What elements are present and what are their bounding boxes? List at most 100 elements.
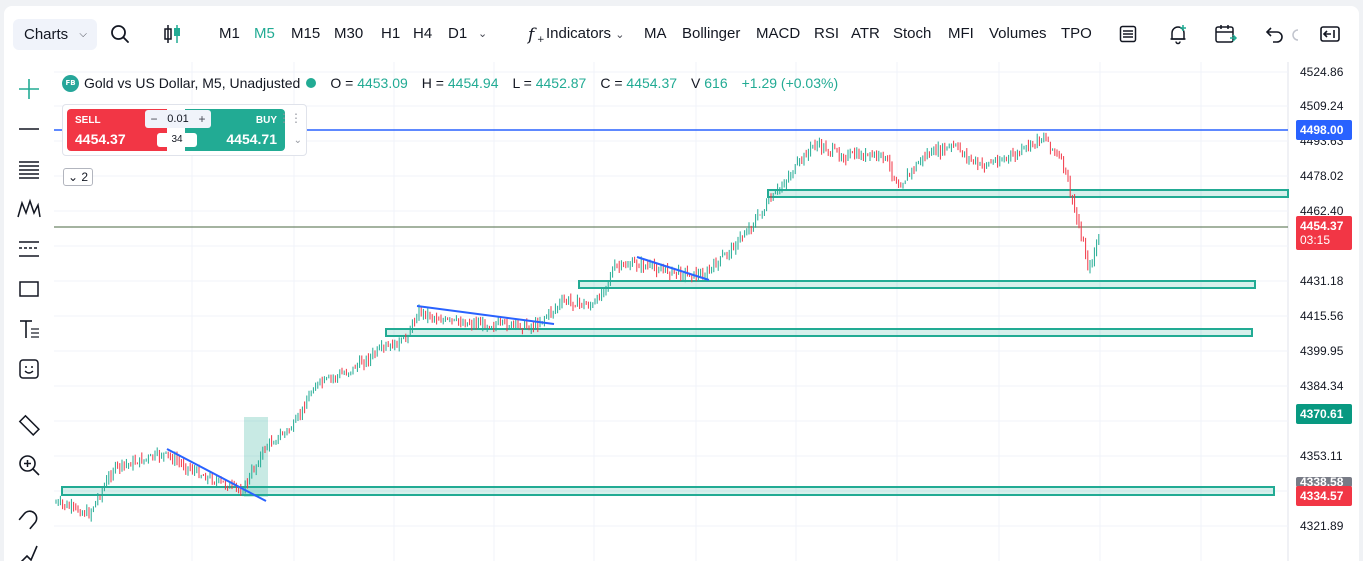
top-toolbar: Charts ⌵ M1 M5 M15 M30 H1 H4 D1 ⌄ f + Ind… (4, 6, 1359, 62)
text-icon[interactable] (14, 314, 44, 344)
volume-label: V (691, 75, 701, 91)
quantity-value[interactable]: 0.01 (167, 113, 189, 125)
timeframe-d1[interactable]: D1 (448, 25, 468, 42)
chevron-down-icon: ⌵ (79, 29, 87, 40)
magnet-icon[interactable] (14, 504, 44, 534)
collapse-indicators-button[interactable]: ⌄ 2 (63, 168, 93, 186)
emoji-icon[interactable] (14, 354, 44, 384)
price-tick: 4415.56 (1300, 309, 1344, 323)
timeframe-h1[interactable]: H1 (381, 25, 401, 42)
indicator-macd[interactable]: MACD (756, 25, 801, 42)
open-label: O = (330, 75, 354, 91)
price-tick: 4478.02 (1300, 169, 1344, 183)
broker-logo: FB (62, 74, 79, 92)
price-tick: 4509.24 (1300, 99, 1344, 113)
sell-price: 4454.37 (75, 131, 126, 147)
support-zone (767, 189, 1289, 198)
sell-label: SELL (75, 115, 101, 126)
last-price: 4454.37 (1300, 219, 1344, 233)
horizontal-line-icon[interactable] (14, 114, 44, 144)
price-tick: 4399.95 (1300, 344, 1344, 358)
bar-countdown: 03:15 (1300, 233, 1331, 247)
price-tick: 4524.86 (1300, 65, 1344, 79)
indicator-tpo[interactable]: TPO (1061, 25, 1092, 42)
crosshair-icon[interactable] (14, 74, 44, 104)
trend-line (416, 305, 555, 325)
price-tick: 4321.89 (1300, 519, 1344, 533)
buy-label: BUY (255, 115, 277, 126)
fullscreen-exit-icon[interactable] (1316, 20, 1344, 48)
ruler-icon[interactable] (14, 410, 44, 440)
zoom-icon[interactable] (14, 450, 44, 480)
indicator-stoch[interactable]: Stoch (893, 25, 932, 42)
indicator-count: 2 (81, 170, 89, 184)
channel-icon[interactable] (14, 234, 44, 264)
alert-add-icon[interactable] (1164, 20, 1192, 48)
chevron-down-icon[interactable]: ⌄ (293, 135, 302, 146)
indicator-ma[interactable]: MA (644, 25, 667, 42)
patterns-icon[interactable] (14, 194, 44, 224)
support-zone (578, 280, 1256, 289)
minus-icon[interactable]: − (150, 112, 158, 126)
indicator-atr[interactable]: ATR (851, 25, 880, 42)
price-tick: 4353.11 (1300, 449, 1343, 463)
indicators-button[interactable]: Indicators ⌄ (546, 20, 624, 48)
trade-panel: SELL 4454.37 BUY 4454.71 − 0.01 + 34 ⋮⋮ … (62, 104, 307, 156)
buy-price: 4454.71 (226, 131, 277, 147)
search-icon[interactable] (106, 20, 134, 48)
quantity-stepper[interactable]: − 0.01 + (145, 110, 211, 128)
trend-line (166, 448, 267, 502)
price-tag-resistance: 4498.00 (1296, 120, 1352, 140)
indicator-bollinger[interactable]: Bollinger (682, 25, 741, 42)
close-value: 4454.37 (626, 75, 678, 91)
symbol-title[interactable]: Gold vs US Dollar, M5, Unadjusted (84, 75, 301, 91)
object-tree-icon[interactable] (1114, 20, 1142, 48)
price-tag-level: 4370.61 (1296, 404, 1352, 424)
charts-menu-button[interactable]: Charts ⌵ (13, 19, 97, 50)
chevron-down-icon: ⌄ (615, 29, 625, 41)
undo-icon[interactable] (1261, 20, 1289, 48)
price-tick: 4462.40 (1300, 204, 1344, 218)
timeframe-h4[interactable]: H4 (413, 25, 433, 42)
price-chart[interactable] (4, 6, 1359, 561)
market-open-status-dot (306, 78, 317, 88)
brush-icon[interactable] (14, 539, 44, 561)
change-value: +1.29 (+0.03%) (741, 75, 839, 91)
svg-text:+: + (537, 35, 545, 44)
drag-handle-icon[interactable]: ⋮⋮ (278, 111, 302, 125)
timeframe-m1[interactable]: M1 (219, 25, 240, 42)
trading-app: Charts ⌵ M1 M5 M15 M30 H1 H4 D1 ⌄ f + Ind… (4, 6, 1359, 561)
price-tag-bid: 4334.57 (1296, 486, 1352, 506)
candlestick-chart-type-icon[interactable] (158, 20, 186, 48)
indicator-volumes[interactable]: Volumes (989, 25, 1047, 42)
support-zone (385, 328, 1253, 337)
price-tag-hidden: 4338.58 (1296, 477, 1352, 487)
volume-value: 616 (704, 75, 728, 91)
rectangle-icon[interactable] (14, 274, 44, 304)
timeframe-m15[interactable]: M15 (291, 25, 321, 42)
fib-levels-icon[interactable] (14, 154, 44, 184)
support-zone (61, 486, 1275, 496)
indicators-label: Indicators (546, 25, 612, 42)
close-label: C = (600, 75, 623, 91)
svg-text:f: f (526, 25, 537, 44)
charts-label: Charts (24, 26, 69, 43)
chart-legend: FB Gold vs US Dollar, M5, Unadjusted O =… (62, 74, 838, 92)
high-label: H = (421, 75, 444, 91)
plus-icon[interactable]: + (198, 112, 206, 126)
low-label: L = (512, 75, 532, 91)
price-tick: 4431.18 (1300, 274, 1344, 288)
high-value: 4454.94 (447, 75, 499, 91)
spread-value: 34 (157, 133, 197, 147)
timeframe-more-chevron-icon[interactable]: ⌄ (478, 28, 488, 40)
function-icon[interactable]: f + (522, 20, 550, 48)
calendar-replay-icon[interactable] (1212, 20, 1240, 48)
timeframe-m30[interactable]: M30 (334, 25, 364, 42)
redo-icon[interactable] (1288, 20, 1302, 48)
indicator-mfi[interactable]: MFI (948, 25, 974, 42)
indicator-rsi[interactable]: RSI (814, 25, 840, 42)
low-value: 4452.87 (535, 75, 587, 91)
price-tick: 4384.34 (1300, 379, 1344, 393)
chevron-down-icon: ⌄ (67, 170, 79, 184)
timeframe-m5[interactable]: M5 (254, 25, 275, 42)
